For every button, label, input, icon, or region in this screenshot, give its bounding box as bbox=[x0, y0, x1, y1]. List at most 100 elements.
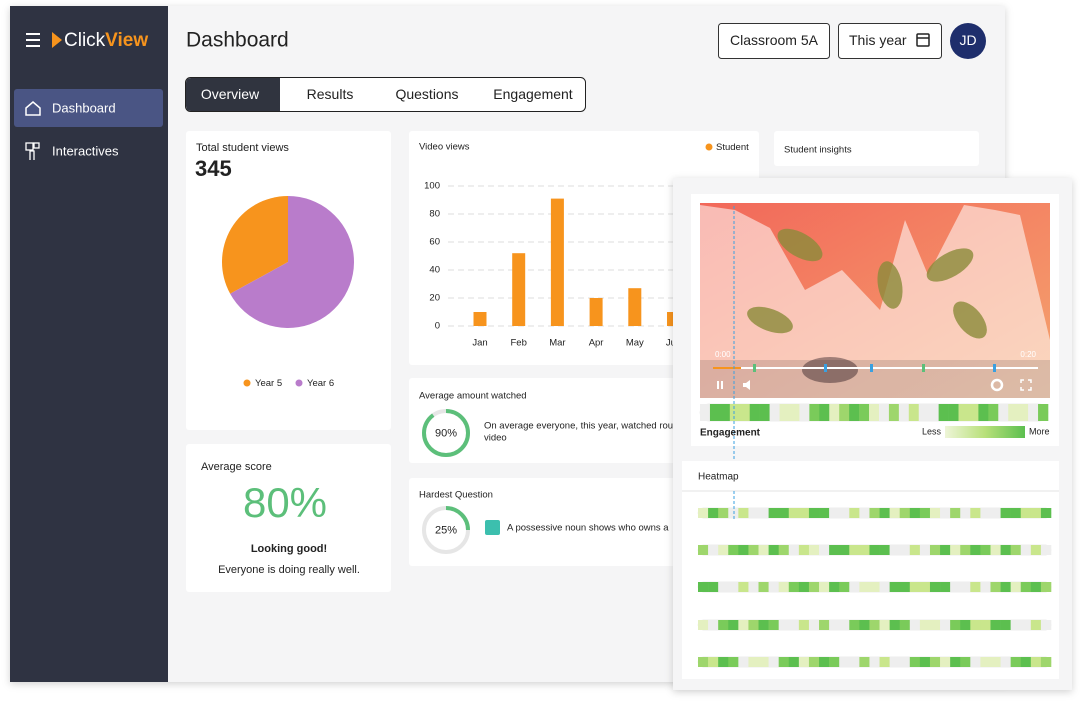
score-headline: Looking good! bbox=[251, 543, 327, 555]
nav-item[interactable]: Interactives bbox=[52, 143, 119, 158]
engagement-strip-segment bbox=[719, 404, 731, 421]
heatmap-row-segment bbox=[768, 508, 779, 518]
heatmap-row-segment bbox=[728, 657, 739, 667]
engagement-strip-segment bbox=[1018, 404, 1029, 421]
engagement-strip-segment bbox=[739, 404, 751, 421]
heatmap-row-segment bbox=[849, 582, 860, 592]
heatmap-row-segment bbox=[748, 508, 759, 518]
fullscreen-button[interactable] bbox=[1020, 379, 1032, 391]
heatmap-row-segment bbox=[1000, 508, 1011, 518]
heatmap-row-segment bbox=[788, 582, 800, 592]
legend-label: Year 5 bbox=[255, 378, 282, 389]
heatmap-row-segment bbox=[889, 545, 901, 555]
heatmap-row-segment bbox=[879, 508, 890, 518]
engagement-strip-segment bbox=[948, 404, 959, 421]
pause-button[interactable] bbox=[717, 381, 723, 389]
heatmap-row-segment bbox=[859, 508, 870, 518]
x-tick-label: Apr bbox=[589, 338, 604, 349]
heatmap-row-segment bbox=[708, 620, 719, 630]
heatmap-row-segment bbox=[819, 545, 830, 555]
heatmap-row-segment bbox=[1020, 582, 1032, 592]
engagement-strip-segment bbox=[908, 404, 920, 421]
heatmap-row-segment bbox=[1010, 508, 1022, 518]
page-title: Dashboard bbox=[186, 29, 289, 52]
heatmap-row-segment bbox=[980, 582, 991, 592]
heatmap-row-segment bbox=[960, 508, 971, 518]
tab[interactable]: Results bbox=[307, 86, 354, 102]
heatmap-row-segment bbox=[919, 657, 931, 667]
period-filter[interactable] bbox=[838, 23, 942, 59]
engagement-strip-segment bbox=[819, 404, 830, 421]
heatmap-row-segment bbox=[970, 620, 981, 630]
heatmap-row-segment bbox=[899, 508, 911, 518]
period-filter-label: This year bbox=[849, 32, 907, 48]
heatmap-row-segment bbox=[1030, 508, 1042, 518]
heatmap-row-segment bbox=[1040, 508, 1052, 518]
heatmap-row-segment bbox=[1020, 508, 1032, 518]
calendar-icon bbox=[916, 33, 930, 47]
heatmap-row-segment bbox=[849, 508, 860, 518]
engagement-strip-segment bbox=[829, 404, 840, 421]
card-title: Total student views bbox=[196, 142, 289, 154]
legend-gradient bbox=[945, 426, 1025, 438]
player-controls-bg bbox=[700, 360, 1050, 398]
heatmap-row-segment bbox=[839, 620, 850, 630]
class-filter[interactable] bbox=[718, 23, 830, 59]
heatmap-row-segment bbox=[698, 620, 709, 630]
heatmap-row-segment bbox=[1020, 620, 1032, 630]
bar bbox=[589, 298, 603, 326]
heatmap-row-segment bbox=[1000, 545, 1011, 555]
heatmap-row-segment bbox=[1030, 582, 1042, 592]
heatmap-row-segment bbox=[728, 582, 739, 592]
tab[interactable]: Overview bbox=[201, 86, 260, 102]
heatmap-row-segment bbox=[950, 508, 961, 518]
heatmap-row-segment bbox=[1010, 545, 1022, 555]
bar bbox=[550, 198, 564, 326]
heatmap-row-segment bbox=[1020, 657, 1032, 667]
legend-swatch bbox=[243, 379, 251, 387]
watched-text: On average everyone, this year, watched … bbox=[484, 421, 691, 432]
nav-item[interactable]: Dashboard bbox=[52, 100, 116, 115]
ring-value bbox=[422, 506, 470, 554]
heatmap-row-segment bbox=[970, 545, 981, 555]
avatar[interactable] bbox=[950, 23, 986, 59]
card bbox=[186, 444, 391, 592]
heatmap-row-segment bbox=[829, 657, 840, 667]
heatmap-row-segment bbox=[940, 508, 951, 518]
heatmap-row-segment bbox=[758, 620, 769, 630]
heatmap-row-segment bbox=[819, 508, 830, 518]
menu-icon[interactable] bbox=[26, 33, 40, 47]
engagement-strip-segment bbox=[1038, 404, 1049, 421]
heatmap-row-segment bbox=[1040, 582, 1052, 592]
question-icon bbox=[485, 520, 500, 535]
y-tick-label: 40 bbox=[429, 265, 440, 276]
progress-markers bbox=[753, 364, 996, 372]
volume-button[interactable] bbox=[743, 380, 750, 390]
heatmap-row-segment bbox=[1000, 620, 1011, 630]
heatmap-row-segment bbox=[899, 582, 911, 592]
heatmap-row-segment bbox=[839, 508, 850, 518]
time-start: 0:00 bbox=[715, 350, 731, 359]
engagement-strip-segment bbox=[898, 404, 910, 421]
heatmap-row-segment bbox=[929, 508, 941, 518]
settings-button[interactable] bbox=[990, 378, 1004, 392]
nav-active[interactable] bbox=[14, 89, 163, 127]
heatmap-row-segment bbox=[869, 620, 880, 630]
heatmap-row-segment bbox=[859, 657, 870, 667]
heatmap-row-segment bbox=[1020, 545, 1032, 555]
tab-active[interactable] bbox=[186, 78, 280, 111]
total-views: 345 bbox=[195, 156, 232, 181]
card bbox=[774, 131, 979, 166]
heatmap-row-segment bbox=[879, 545, 890, 555]
tab[interactable]: Engagement bbox=[493, 86, 573, 102]
heatmap-row-segment bbox=[950, 582, 961, 592]
heatmap-row-segment bbox=[738, 508, 749, 518]
heatmap-row-segment bbox=[929, 620, 941, 630]
ring-value bbox=[422, 409, 470, 457]
y-tick-label: 60 bbox=[429, 237, 440, 248]
logo-prefix: Click bbox=[64, 30, 106, 51]
heatmap-row-segment bbox=[829, 582, 840, 592]
heatmap-row-segment bbox=[708, 508, 719, 518]
tab[interactable]: Questions bbox=[395, 86, 458, 102]
legend-more: More bbox=[1029, 426, 1050, 436]
